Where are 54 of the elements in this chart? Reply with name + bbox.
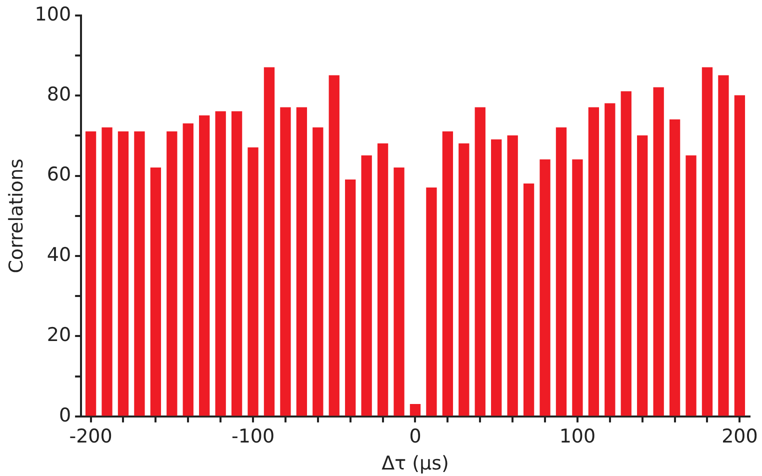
x-tick-label: -100 [231, 426, 275, 448]
bar [264, 67, 275, 416]
bar [231, 111, 242, 416]
bar [296, 107, 308, 416]
bar [215, 111, 226, 416]
y-tick-label: 80 [46, 84, 72, 106]
bar [312, 127, 324, 416]
bar [474, 107, 486, 416]
y-tick-label: 60 [46, 164, 72, 186]
bar [702, 67, 713, 416]
bar [458, 143, 470, 416]
bar [361, 155, 372, 416]
bar [394, 167, 404, 416]
bar [588, 107, 600, 416]
bar [442, 131, 454, 416]
bar [540, 159, 550, 416]
x-tick-label: 100 [559, 426, 596, 448]
bar [345, 179, 356, 416]
bar [182, 123, 194, 416]
bar [686, 155, 696, 416]
bar [328, 75, 340, 416]
bar [118, 131, 129, 416]
bar [426, 188, 437, 416]
bar [718, 75, 729, 416]
bar [166, 131, 178, 416]
bar [523, 183, 534, 416]
x-tick-label: -200 [69, 426, 112, 448]
y-tick-label: 20 [46, 324, 72, 346]
x-tick-label: 0 [409, 426, 422, 448]
bar [556, 127, 567, 416]
bar [620, 91, 632, 416]
bar [637, 135, 648, 416]
bar [669, 119, 680, 416]
bar [507, 135, 518, 416]
bar [150, 167, 162, 416]
bar [102, 127, 112, 416]
bar [604, 103, 616, 416]
bar [248, 147, 258, 416]
bar [85, 131, 96, 416]
bar [199, 115, 210, 416]
x-axis-title: Δτ (μs) [382, 452, 449, 475]
bar [134, 131, 145, 416]
bar [491, 139, 502, 416]
y-tick-label: 40 [46, 244, 72, 266]
bar [653, 87, 664, 416]
bar [410, 404, 421, 416]
bar [377, 143, 388, 416]
bar [572, 159, 583, 416]
y-axis-title: Correlations [5, 158, 28, 274]
y-tick-label: 0 [58, 404, 72, 426]
bar [280, 107, 291, 416]
bar [734, 95, 746, 416]
x-tick-label: 200 [722, 426, 758, 448]
y-tick-label: 100 [34, 3, 72, 26]
